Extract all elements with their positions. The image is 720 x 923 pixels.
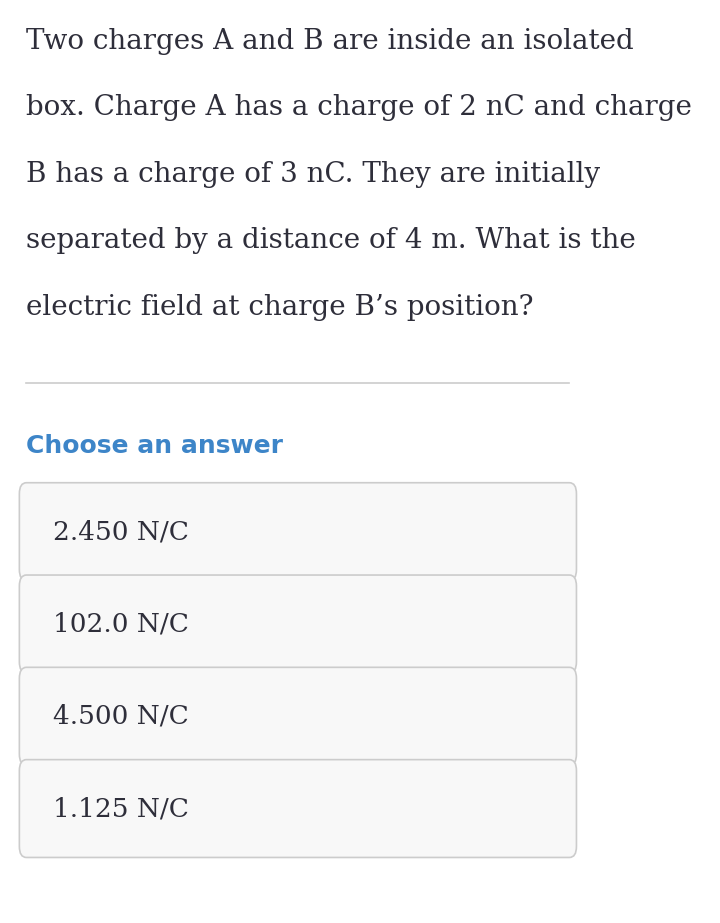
- Text: Two charges A and B are inside an isolated: Two charges A and B are inside an isolat…: [27, 28, 634, 54]
- Text: separated by a distance of 4 m. What is the: separated by a distance of 4 m. What is …: [27, 227, 636, 254]
- FancyBboxPatch shape: [19, 667, 577, 765]
- Text: 4.500 N/C: 4.500 N/C: [53, 703, 189, 729]
- Text: 1.125 N/C: 1.125 N/C: [53, 796, 189, 821]
- Text: B has a charge of 3 nC. They are initially: B has a charge of 3 nC. They are initial…: [27, 161, 600, 187]
- Text: box. Charge A has a charge of 2 nC and charge: box. Charge A has a charge of 2 nC and c…: [27, 94, 693, 121]
- FancyBboxPatch shape: [19, 760, 577, 857]
- FancyBboxPatch shape: [19, 483, 577, 581]
- Text: 2.450 N/C: 2.450 N/C: [53, 519, 189, 545]
- Text: 102.0 N/C: 102.0 N/C: [53, 611, 189, 637]
- FancyBboxPatch shape: [19, 575, 577, 673]
- Text: Choose an answer: Choose an answer: [27, 434, 284, 458]
- Text: electric field at charge B’s position?: electric field at charge B’s position?: [27, 294, 534, 320]
